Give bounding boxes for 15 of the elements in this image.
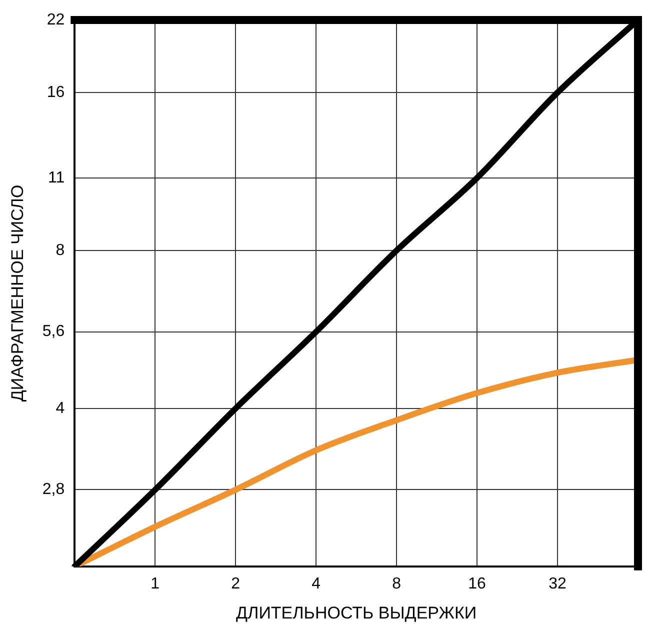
y-axis-title: ДИАФРАГМЕННОЕ ЧИСЛО: [8, 184, 27, 402]
x-axis-title: ДЛИТЕЛЬНОСТЬ ВЫДЕРЖКИ: [236, 603, 477, 622]
y-tick-label: 16: [46, 84, 65, 101]
x-tick-label: 16: [468, 575, 486, 592]
y-tick-label: 22: [46, 11, 65, 28]
x-tick-label: 8: [392, 575, 402, 592]
y-tick-label: 8: [56, 242, 65, 259]
y-tick-label: 5,6: [42, 323, 65, 340]
y-tick-label: 4: [56, 400, 65, 417]
x-tick-label: 32: [548, 575, 567, 592]
x-tick-label: 2: [231, 575, 240, 592]
x-tick-label: 1: [150, 575, 160, 592]
y-tick-label: 2,8: [42, 481, 65, 498]
x-tick-label: 4: [312, 575, 321, 592]
y-tick-label: 11: [48, 169, 65, 186]
